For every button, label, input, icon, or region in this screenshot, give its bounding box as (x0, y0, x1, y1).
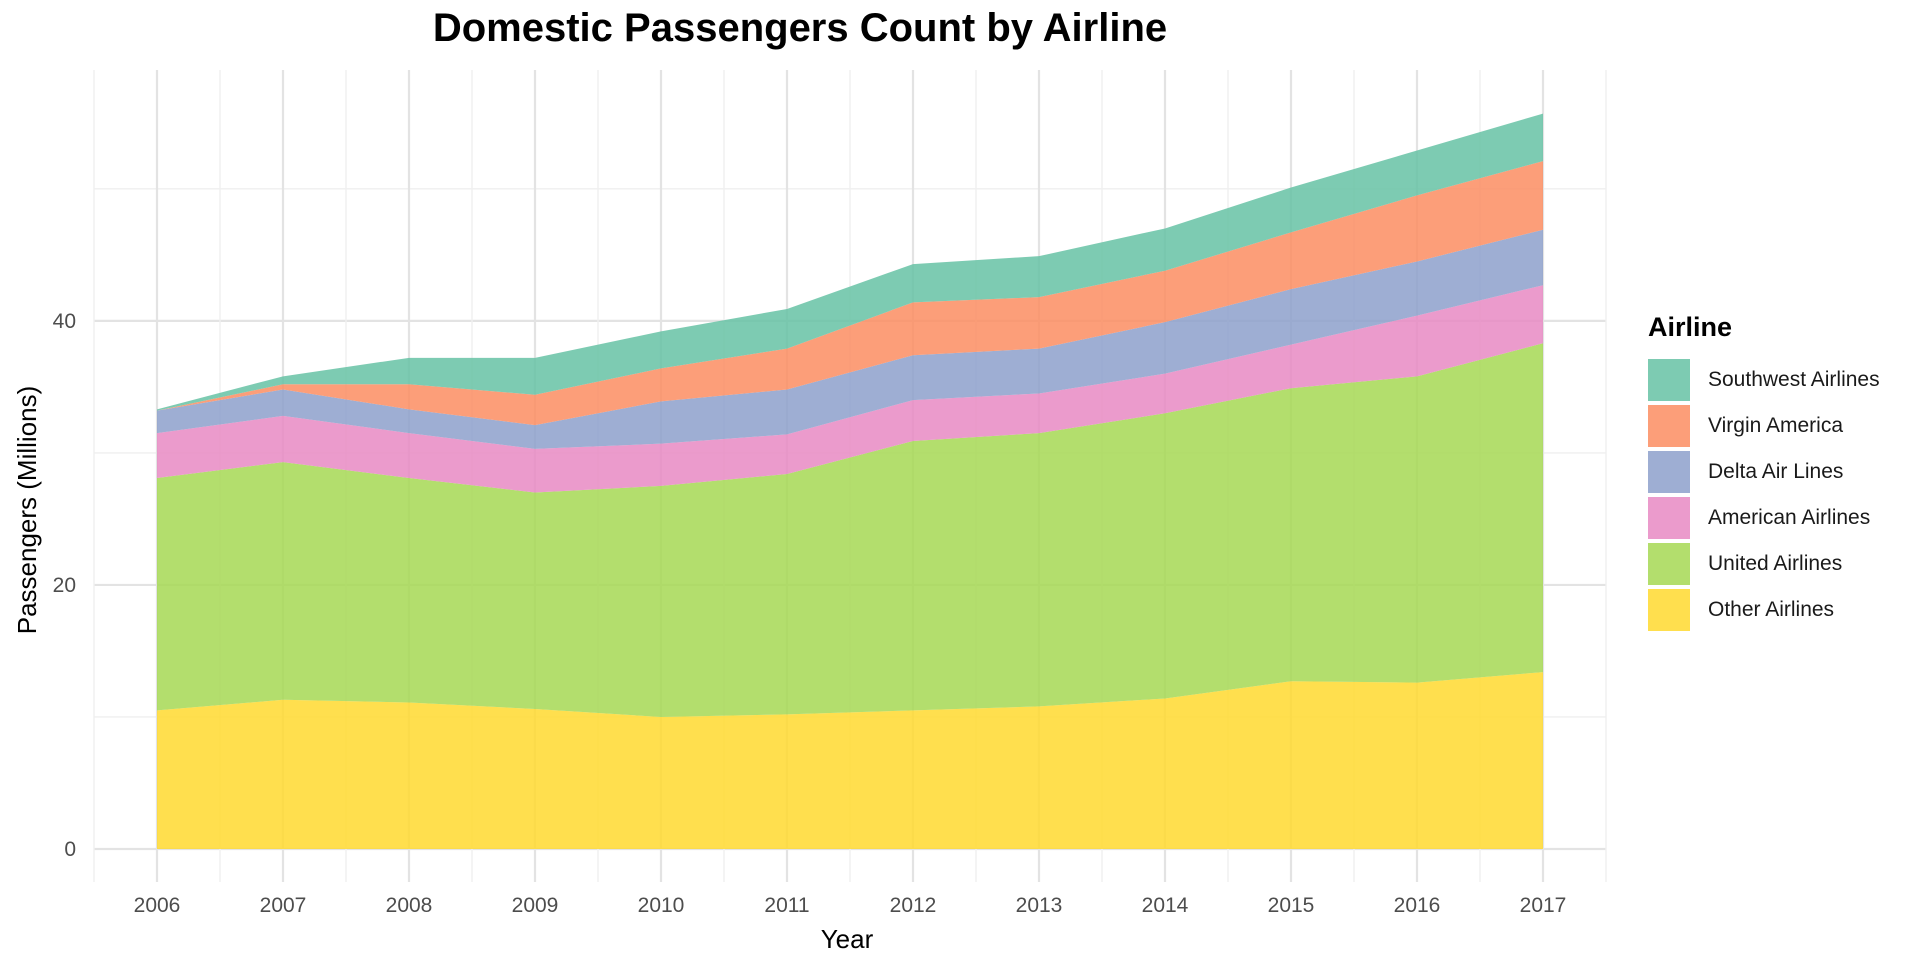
legend-label: Southwest Airlines (1708, 368, 1880, 391)
legend-title: Airline (1648, 312, 1733, 342)
x-tick-label: 2013 (1016, 894, 1063, 917)
y-tick-label: 40 (53, 310, 76, 333)
legend-item-delta-air-lines: Delta Air Lines (1648, 449, 1880, 495)
legend-item-united-airlines: United Airlines (1648, 541, 1880, 587)
area-delta-air-lines (157, 229, 1543, 449)
area-virgin-america (157, 161, 1543, 426)
area-american-airlines (157, 285, 1543, 493)
legend-item-american-airlines: American Airlines (1648, 495, 1880, 541)
legend-item-virgin-america: Virgin America (1648, 403, 1880, 449)
x-tick-label: 2016 (1394, 894, 1441, 917)
area-southwest-airlines (157, 113, 1543, 411)
x-tick-label: 2015 (1268, 894, 1315, 917)
legend-swatch (1648, 451, 1690, 493)
x-tick-label: 2006 (134, 894, 181, 917)
legend: Airline Southwest Airlines Virgin America… (1648, 312, 1880, 633)
legend-label: American Airlines (1708, 506, 1871, 529)
x-axis-title: Year (821, 924, 874, 954)
legend-item-other-airlines: Other Airlines (1648, 587, 1880, 633)
legend-swatch (1648, 359, 1690, 401)
x-tick-layer: 2006 2007 2008 2009 2010 2011 2012 2013 2014 2015… (134, 894, 1567, 917)
y-tick-label: 0 (64, 838, 76, 861)
legend-label: Delta Air Lines (1708, 460, 1844, 483)
x-tick-label: 2017 (1520, 894, 1567, 917)
x-tick-label: 2009 (512, 894, 559, 917)
x-tick-label: 2014 (1142, 894, 1189, 917)
x-tick-label: 2010 (638, 894, 685, 917)
legend-swatch (1648, 497, 1690, 539)
y-tick-layer: 0 20 40 (53, 310, 76, 861)
legend-label: Other Airlines (1708, 598, 1835, 621)
legend-label: United Airlines (1708, 552, 1843, 575)
x-tick-label: 2012 (890, 894, 937, 917)
x-tick-label: 2007 (260, 894, 307, 917)
chart-title: Domestic Passengers Count by Airline (432, 6, 1168, 50)
legend-item-southwest-airlines: Southwest Airlines (1648, 357, 1880, 403)
legend-label: Virgin America (1708, 414, 1844, 437)
area-united-airlines (157, 343, 1543, 717)
x-tick-label: 2011 (764, 894, 809, 917)
area-other-airlines (157, 672, 1543, 849)
legend-items: Southwest Airlines Virgin America Delta Ai… (1648, 357, 1880, 633)
legend-swatch (1648, 589, 1690, 631)
y-tick-label: 20 (53, 574, 76, 597)
x-tick-label: 2008 (386, 894, 433, 917)
legend-swatch (1648, 405, 1690, 447)
legend-swatch (1648, 543, 1690, 585)
area-layer (157, 113, 1543, 849)
y-axis-title: Passengers (Millions) (12, 386, 42, 635)
